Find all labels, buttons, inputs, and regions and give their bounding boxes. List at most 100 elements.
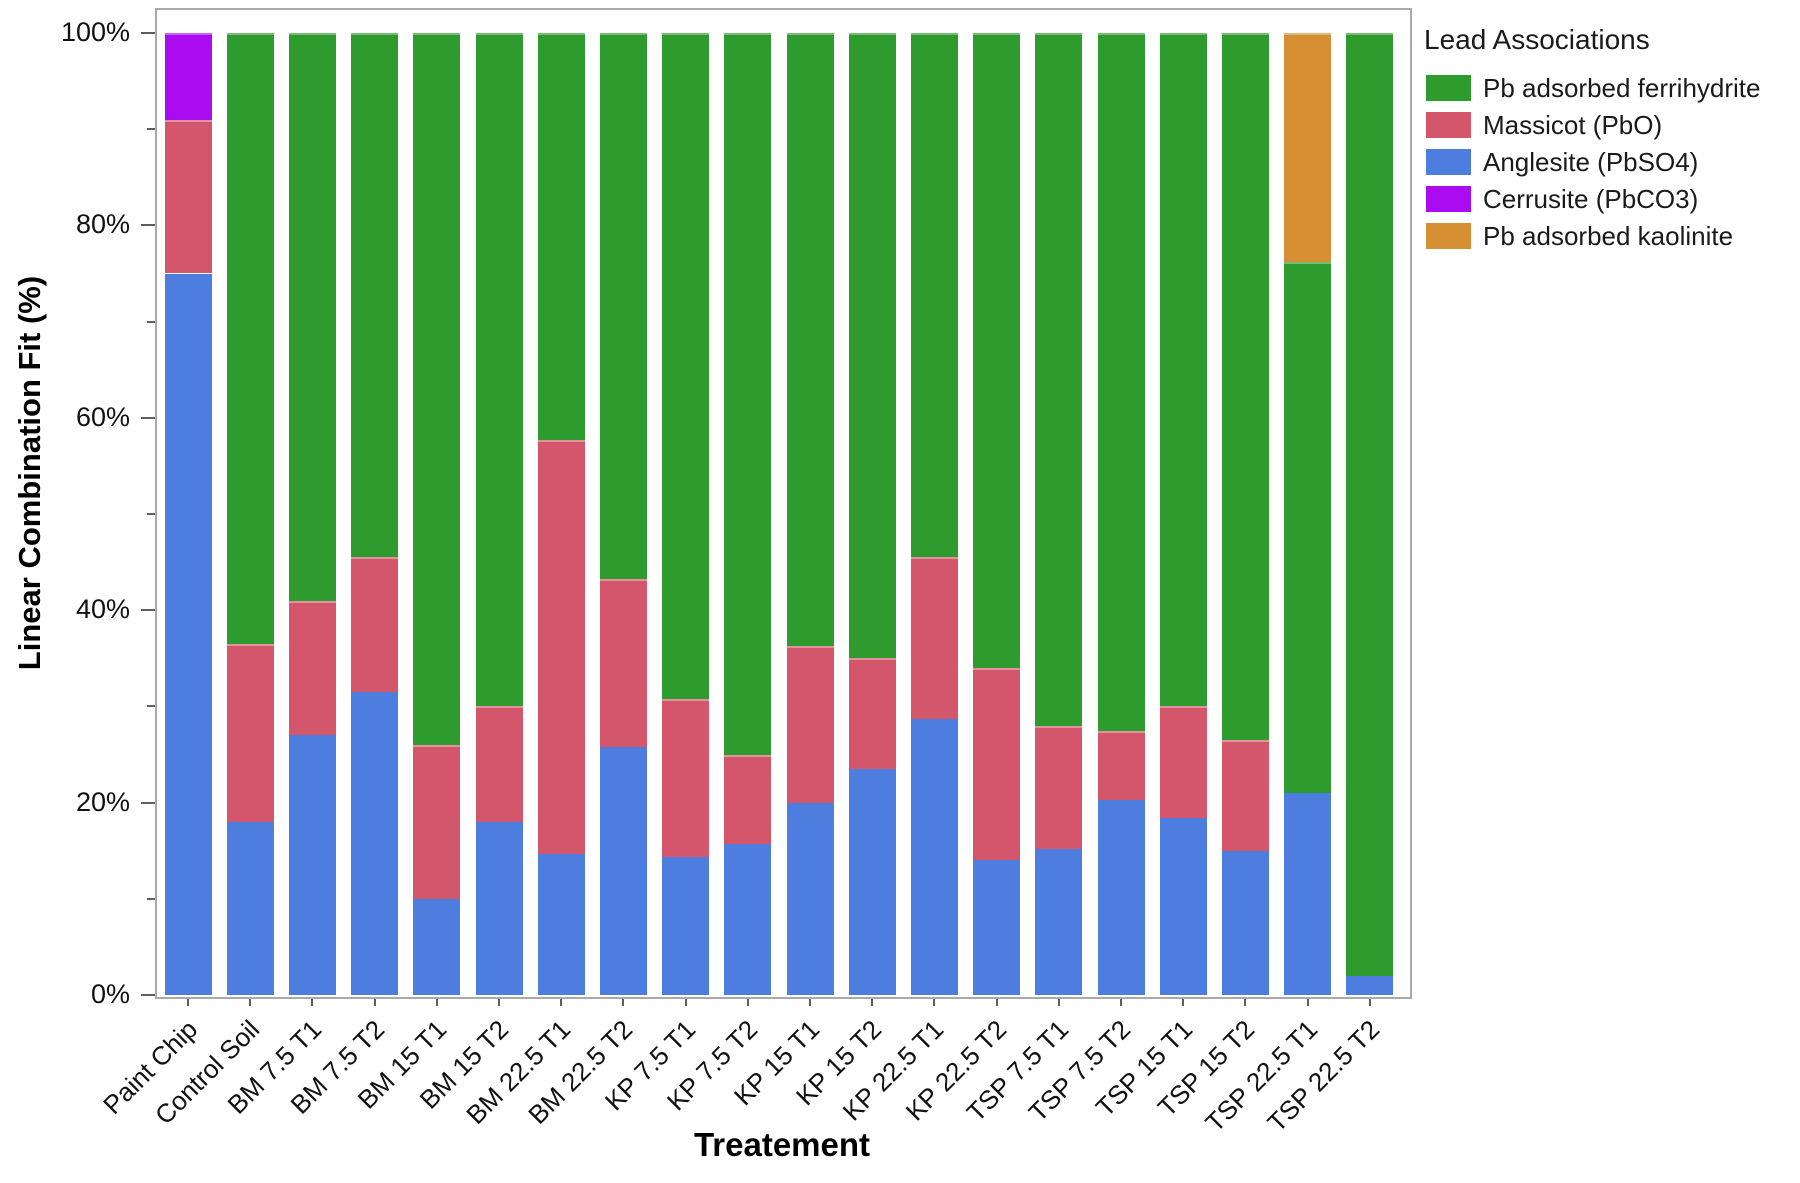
bar-segment (1221, 740, 1269, 851)
bar-segment (662, 33, 710, 699)
bar-segment (164, 33, 212, 120)
y-tick-label: 60% (75, 401, 130, 432)
bar-segment (226, 821, 274, 995)
bar-segment (413, 744, 461, 899)
bar-segment (351, 691, 399, 995)
bar-segment (724, 843, 772, 995)
legend-entries: Pb adsorbed ferrihydrite Massicot (PbO) An… (1424, 70, 1796, 255)
bar-segment (537, 33, 585, 440)
legend-row: Massicot (PbO) (1424, 107, 1796, 144)
legend-swatch (1426, 112, 1471, 138)
bar-segment (1346, 975, 1394, 995)
bar-segment (724, 754, 772, 844)
legend-label: Massicot (PbO) (1483, 110, 1663, 140)
y-major-tick (141, 801, 155, 804)
bar-segment (1346, 33, 1394, 976)
bar-segment (288, 33, 336, 601)
bar-segment (1035, 33, 1083, 726)
bar-segment (973, 33, 1021, 668)
legend-row: Anglesite (PbSO4) (1424, 144, 1796, 181)
bar-segment (1035, 725, 1083, 849)
x-tick (187, 999, 189, 1006)
bar-segment (288, 735, 336, 995)
bar-segment (226, 643, 274, 822)
x-tick (311, 999, 314, 1006)
x-tick (498, 999, 500, 1006)
y-axis-title: Linear Combination Fit (%) (12, 275, 47, 671)
bar-segment (288, 600, 336, 736)
x-tick (1244, 999, 1247, 1006)
x-tick (560, 999, 563, 1006)
bar-segment (1284, 792, 1332, 995)
bar-segment (599, 579, 647, 747)
bar-segment (1097, 799, 1145, 995)
bar-segment (226, 33, 274, 644)
y-tick-label: 100% (60, 17, 130, 47)
x-tick (1306, 999, 1309, 1006)
bar-segment (1097, 731, 1145, 800)
bar-segment (1035, 848, 1083, 995)
legend-swatch (1426, 75, 1471, 101)
legend: Lead Associations Pb adsorbed ferrihydri… (1424, 24, 1796, 255)
legend-label: Cerrusite (PbCO3) (1483, 184, 1699, 214)
bar-segment (1284, 261, 1332, 793)
bar-segment (1221, 850, 1269, 995)
x-tick (809, 999, 811, 1006)
x-tick (1182, 999, 1185, 1006)
bar-segment (786, 802, 834, 995)
bar-segment (848, 658, 896, 769)
y-minor-tick (147, 705, 155, 708)
y-minor-tick (147, 128, 155, 131)
bar-segment (973, 860, 1021, 995)
bar-segment (351, 557, 399, 692)
x-tick (995, 999, 998, 1006)
bar-segment (662, 857, 710, 995)
bar-segment (351, 33, 399, 558)
bar-segment (662, 698, 710, 858)
bar-segment (1284, 33, 1332, 262)
y-tick-label: 40% (75, 594, 130, 625)
bar-segment (537, 853, 585, 995)
bar-segment (724, 33, 772, 755)
x-tick (435, 999, 438, 1006)
bar-segment (910, 718, 958, 995)
legend-row: Cerrusite (PbCO3) (1424, 181, 1796, 218)
x-tick (249, 999, 252, 1006)
bar-segment (1221, 33, 1269, 741)
y-tick-label: 80% (75, 209, 130, 240)
x-tick (622, 999, 625, 1006)
bar-segment (164, 119, 212, 274)
bar-segment (475, 706, 523, 822)
bar-segment (848, 33, 896, 659)
legend-swatch (1426, 186, 1471, 212)
legend-label: Anglesite (PbSO4) (1483, 147, 1699, 177)
bar-segment (786, 645, 834, 803)
bar-segment (1159, 817, 1207, 995)
bar-segment (475, 33, 523, 707)
legend-label: Pb adsorbed ferrihydrite (1483, 73, 1761, 103)
legend-row: Pb adsorbed ferrihydrite (1424, 70, 1796, 107)
x-tick (1057, 999, 1060, 1006)
y-major-tick (141, 416, 155, 419)
bar-segment (973, 667, 1021, 861)
bar-segment (537, 439, 585, 854)
x-tick (373, 999, 376, 1006)
x-tick (684, 999, 687, 1006)
bar-segment (599, 33, 647, 580)
y-minor-tick (147, 897, 155, 900)
y-major-tick (141, 32, 155, 34)
y-minor-tick (147, 513, 155, 515)
y-tick-label: 20% (75, 786, 130, 817)
x-tick (746, 999, 749, 1006)
x-tick (871, 999, 874, 1006)
x-tick (933, 999, 936, 1006)
legend-label: Pb adsorbed kaolinite (1483, 221, 1734, 251)
legend-swatch (1426, 149, 1471, 175)
bar-segment (599, 746, 647, 995)
x-tick (1368, 999, 1371, 1006)
bar-segment (1159, 33, 1207, 707)
legend-swatch (1426, 223, 1471, 249)
legend-title: Lead Associations (1424, 24, 1650, 55)
y-minor-tick (147, 320, 155, 323)
